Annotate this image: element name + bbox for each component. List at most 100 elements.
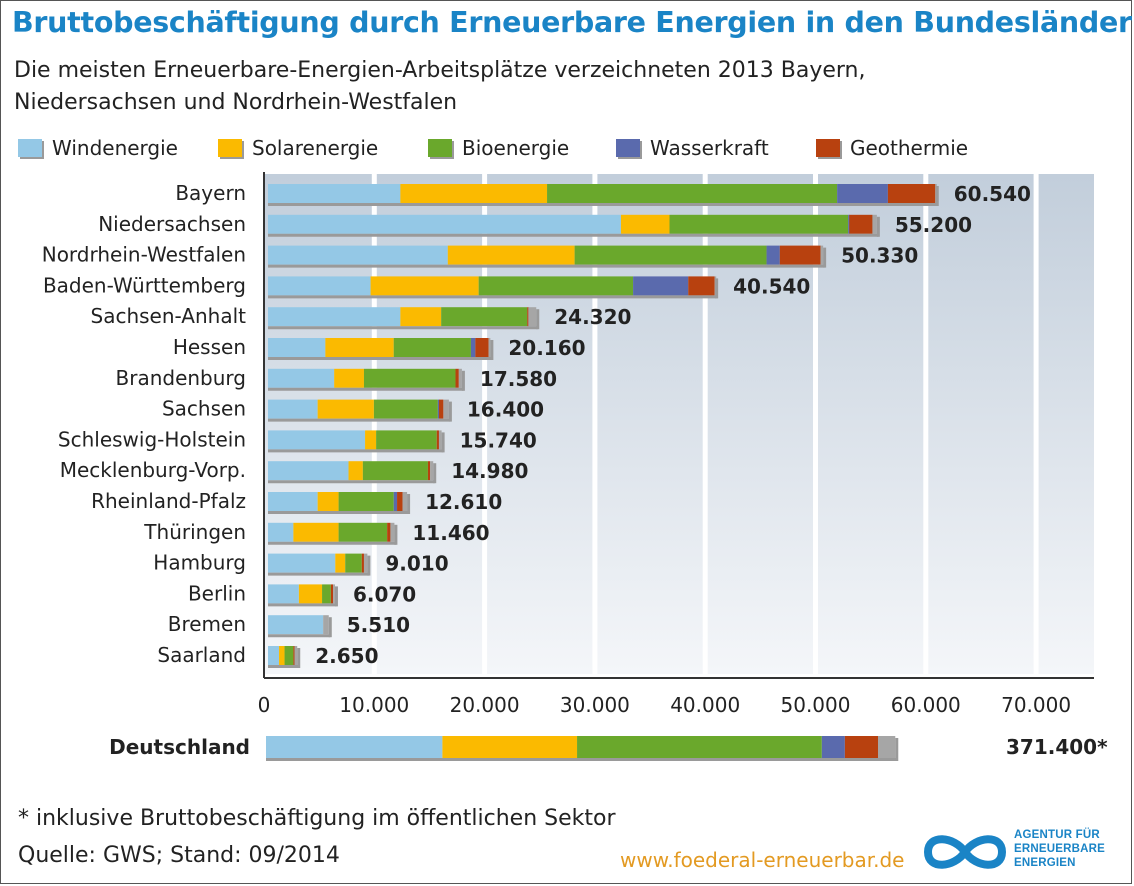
source-note: Quelle: GWS; Stand: 09/2014 [18, 843, 340, 868]
bar-nordrhein-westfalen-solarenergie [447, 245, 575, 265]
summary-segment-5 [878, 736, 896, 758]
bar-bayern-wasserkraft [837, 184, 888, 203]
chart-subtitle-line-1: Die meisten Erneuerbare-Energien-Arbeits… [14, 58, 866, 83]
total-label-bayern: 60.540 [954, 182, 1031, 206]
category-label-berlin: Berlin [188, 581, 246, 605]
bar-schleswig-holstein-solarenergie [365, 430, 377, 450]
x-tick-label-6: 60.000 [891, 693, 961, 717]
legend-label-solarenergie: Solarenergie [252, 136, 379, 160]
bar-saarland-bioenergie [284, 646, 294, 665]
bar-thueringen-windenergie [268, 522, 294, 542]
bar-brandenburg-solarenergie [334, 368, 364, 388]
logo-text-line-2: ERNEUERBARE [1014, 843, 1106, 855]
bar-thueringen-bioenergie [338, 522, 388, 542]
x-tick-label-2: 20.000 [450, 693, 520, 717]
bar-hessen-windenergie [268, 338, 326, 357]
legend-swatch-bioenergie [428, 139, 452, 157]
category-label-hessen: Hessen [173, 335, 246, 359]
total-label-thueringen: 11.460 [412, 521, 489, 545]
bar-hessen-sonstige [488, 338, 491, 357]
legend-label-wasserkraft: Wasserkraft [650, 136, 769, 160]
bar-schleswig-holstein-windenergie [268, 430, 366, 450]
bar-rheinland-pfalz-wasserkraft [393, 492, 398, 511]
summary-label: Deutschland [109, 735, 250, 759]
category-label-sachsen-anhalt: Sachsen-Anhalt [91, 304, 247, 328]
x-tick-label-5: 50.000 [781, 693, 851, 717]
x-tick-label-4: 40.000 [670, 693, 740, 717]
bar-mecklenburg-vorp-windenergie [268, 461, 349, 481]
bar-nordrhein-westfalen-windenergie [268, 245, 448, 265]
logo-text-line-1: AGENTUR FÜR [1014, 829, 1100, 841]
bar-bremen-windenergie [268, 615, 324, 635]
bar-bayern-solarenergie [400, 184, 548, 203]
bar-berlin-bioenergie [322, 584, 331, 604]
bar-hessen-wasserkraft [470, 338, 476, 357]
total-label-nordrhein-westfalen: 50.330 [841, 244, 918, 268]
legend-swatch-wasserkraft [616, 139, 640, 157]
bar-rheinland-pfalz-windenergie [268, 492, 318, 511]
bar-baden-wuerttemberg-wasserkraft [633, 276, 689, 296]
bar-bremen-sonstige [323, 615, 329, 635]
category-label-nordrhein-westfalen: Nordrhein-Westfalen [42, 243, 246, 267]
summary-segment-1 [442, 736, 578, 758]
bar-baden-wuerttemberg-geothermie [688, 276, 715, 296]
bar-sachsen-windenergie [268, 399, 318, 419]
category-label-hamburg: Hamburg [153, 551, 246, 575]
category-label-bayern: Bayern [175, 181, 246, 205]
x-tick-label-7: 70.000 [1001, 693, 1071, 717]
total-label-rheinland-pfalz: 12.610 [425, 490, 502, 514]
category-label-niedersachsen: Niedersachsen [98, 212, 246, 236]
bar-saarland-geothermie [293, 646, 295, 665]
bar-hamburg-windenergie [268, 553, 336, 573]
bar-hessen-geothermie [475, 338, 489, 357]
total-labels: 60.540 55.200 50.330 40.540 24.320 20.160 17.5… [315, 182, 1031, 668]
legend-label-windenergie: Windenergie [52, 136, 178, 160]
summary-total-label: 371.400* [1006, 735, 1108, 759]
category-label-baden-wuerttemberg: Baden-Württemberg [43, 273, 246, 297]
total-label-sachsen-anhalt: 24.320 [554, 305, 631, 329]
chart-subtitle-line-2: Niedersachsen und Nordrhein-Westfalen [14, 90, 458, 115]
legend-label-geothermie: Geothermie [850, 136, 969, 160]
bar-nordrhein-westfalen-wasserkraft [766, 245, 780, 265]
bar-schleswig-holstein-bioenergie [376, 430, 437, 450]
bar-berlin-windenergie [268, 584, 299, 604]
category-label-thueringen: Thüringen [143, 520, 246, 544]
bar-thueringen-geothermie [387, 522, 391, 542]
category-label-saarland: Saarland [157, 643, 246, 667]
bar-niedersachsen-sonstige [872, 214, 877, 234]
website-link[interactable]: www.foederal-erneuerbar.de [620, 848, 905, 872]
bar-sachsen-anhalt-sonstige [528, 307, 537, 327]
category-label-schleswig-holstein: Schleswig-Holstein [58, 427, 246, 451]
bar-brandenburg-windenergie [268, 368, 335, 388]
bar-niedersachsen-solarenergie [620, 214, 670, 234]
bar-series [268, 184, 939, 668]
bar-berlin-sonstige [333, 584, 335, 604]
bar-bayern-geothermie [887, 184, 936, 203]
bar-hamburg-geothermie [361, 553, 364, 573]
bar-mecklenburg-vorp-bioenergie [362, 461, 428, 481]
bar-berlin-solarenergie [298, 584, 323, 604]
bar-niedersachsen-geothermie [849, 214, 873, 234]
summary-segment-2 [577, 736, 822, 758]
summary-segment-0 [266, 736, 443, 758]
bar-rheinland-pfalz-bioenergie [338, 492, 394, 511]
total-label-baden-wuerttemberg: 40.540 [733, 274, 810, 298]
x-tick-labels: 0 10.000 20.000 30.000 40.000 50.000 60.000 70.… [258, 693, 1071, 717]
summary-bar-deutschland: Deutschland 371.400* [109, 735, 1108, 761]
bar-mecklenburg-vorp-sonstige [430, 461, 434, 481]
bar-hessen-solarenergie [325, 338, 394, 357]
bar-sachsen-anhalt-bioenergie [441, 307, 528, 327]
category-label-sachsen: Sachsen [162, 397, 246, 421]
bar-niedersachsen-wasserkraft [848, 214, 850, 234]
bar-hessen-bioenergie [393, 338, 471, 357]
bar-rheinland-pfalz-sonstige [402, 492, 408, 511]
total-label-schleswig-holstein: 15.740 [460, 428, 537, 452]
logo-text-line-3: ENERGIEN [1014, 857, 1076, 869]
bar-bayern-windenergie [268, 184, 401, 203]
bar-nordrhein-westfalen-sonstige [820, 245, 824, 265]
bar-niedersachsen-windenergie [268, 214, 621, 234]
category-label-bremen: Bremen [168, 612, 246, 636]
category-labels: Bayern Niedersachsen Nordrhein-Westfalen Ba… [42, 181, 246, 667]
